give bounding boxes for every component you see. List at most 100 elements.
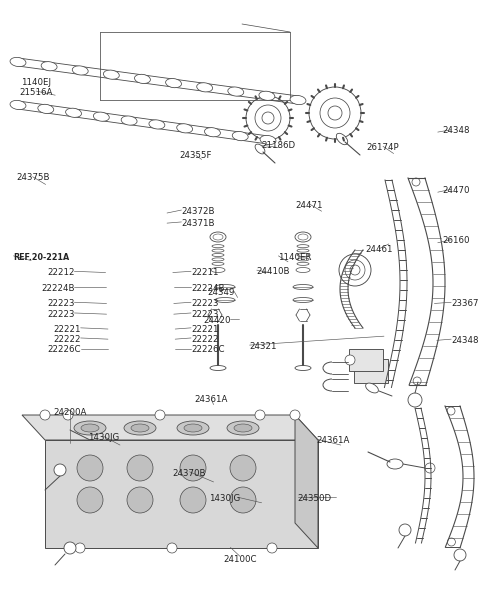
Circle shape xyxy=(155,410,165,420)
Ellipse shape xyxy=(297,253,309,256)
Ellipse shape xyxy=(215,284,235,290)
Ellipse shape xyxy=(293,284,313,290)
Ellipse shape xyxy=(232,131,248,140)
Circle shape xyxy=(127,455,153,481)
Circle shape xyxy=(412,178,420,186)
Ellipse shape xyxy=(121,116,137,125)
Text: 24348: 24348 xyxy=(442,126,470,136)
Ellipse shape xyxy=(177,124,192,133)
Text: 24361A: 24361A xyxy=(194,395,228,405)
Text: 22222: 22222 xyxy=(53,334,81,344)
Circle shape xyxy=(290,410,300,420)
Text: 22223: 22223 xyxy=(47,309,74,319)
Circle shape xyxy=(63,410,73,420)
Text: 26174P: 26174P xyxy=(367,143,399,152)
Ellipse shape xyxy=(295,232,311,242)
Text: 24461: 24461 xyxy=(365,245,393,255)
Circle shape xyxy=(127,487,153,513)
Circle shape xyxy=(345,355,355,365)
Ellipse shape xyxy=(38,104,54,114)
Ellipse shape xyxy=(295,365,311,371)
Ellipse shape xyxy=(10,57,26,67)
Text: 1140EJ: 1140EJ xyxy=(21,77,51,87)
Ellipse shape xyxy=(41,62,57,71)
Ellipse shape xyxy=(212,249,224,252)
Text: 22221: 22221 xyxy=(53,324,81,334)
Ellipse shape xyxy=(210,232,226,242)
Ellipse shape xyxy=(197,83,213,92)
Ellipse shape xyxy=(290,95,306,105)
Circle shape xyxy=(54,464,66,476)
Polygon shape xyxy=(45,440,318,548)
Ellipse shape xyxy=(124,421,156,435)
Ellipse shape xyxy=(212,258,224,261)
Text: 22223: 22223 xyxy=(47,299,74,308)
Text: 24471: 24471 xyxy=(296,201,324,210)
Ellipse shape xyxy=(336,133,348,145)
Ellipse shape xyxy=(297,258,309,261)
Ellipse shape xyxy=(298,234,308,240)
Circle shape xyxy=(180,455,206,481)
Circle shape xyxy=(77,487,103,513)
Text: 24350D: 24350D xyxy=(298,494,332,503)
Text: 24370B: 24370B xyxy=(173,468,206,478)
Circle shape xyxy=(447,407,455,415)
Circle shape xyxy=(40,410,50,420)
Ellipse shape xyxy=(212,253,224,256)
Circle shape xyxy=(75,543,85,553)
Text: 1430JG: 1430JG xyxy=(87,433,119,442)
Ellipse shape xyxy=(177,421,209,435)
Text: 24410B: 24410B xyxy=(257,267,290,276)
Polygon shape xyxy=(295,415,318,548)
Circle shape xyxy=(328,106,342,120)
Ellipse shape xyxy=(210,365,226,371)
Ellipse shape xyxy=(260,136,276,145)
Circle shape xyxy=(262,112,274,124)
Text: 24348: 24348 xyxy=(452,336,480,345)
Polygon shape xyxy=(22,415,318,440)
Text: 24470: 24470 xyxy=(442,186,470,195)
Circle shape xyxy=(413,377,421,385)
Ellipse shape xyxy=(293,298,313,302)
Ellipse shape xyxy=(211,268,225,273)
Text: 24355F: 24355F xyxy=(180,151,212,161)
Circle shape xyxy=(408,393,422,407)
Text: 22224B: 22224B xyxy=(191,284,225,293)
Circle shape xyxy=(255,105,281,131)
Text: 24372B: 24372B xyxy=(181,206,215,216)
Ellipse shape xyxy=(213,234,223,240)
Text: 22211: 22211 xyxy=(191,268,218,277)
Text: 22226C: 22226C xyxy=(191,345,225,355)
Text: 24420: 24420 xyxy=(203,315,230,325)
Circle shape xyxy=(77,455,103,481)
Text: 23367: 23367 xyxy=(452,299,480,308)
Circle shape xyxy=(167,543,177,553)
Circle shape xyxy=(180,487,206,513)
Ellipse shape xyxy=(134,74,150,83)
Circle shape xyxy=(447,538,456,546)
Circle shape xyxy=(345,260,365,280)
Text: 24349: 24349 xyxy=(207,288,234,298)
Ellipse shape xyxy=(72,66,88,75)
Ellipse shape xyxy=(74,421,106,435)
Text: 22212: 22212 xyxy=(47,268,74,277)
Ellipse shape xyxy=(227,421,259,435)
Text: 1140ER: 1140ER xyxy=(278,252,312,262)
Ellipse shape xyxy=(297,262,309,265)
Ellipse shape xyxy=(131,424,149,432)
Ellipse shape xyxy=(255,144,265,154)
Text: 24100C: 24100C xyxy=(223,555,257,564)
Ellipse shape xyxy=(215,298,235,302)
Ellipse shape xyxy=(297,245,309,248)
Circle shape xyxy=(230,455,256,481)
Circle shape xyxy=(230,487,256,513)
Ellipse shape xyxy=(66,108,82,117)
Text: 22221: 22221 xyxy=(191,324,218,334)
Ellipse shape xyxy=(212,262,224,265)
Ellipse shape xyxy=(297,249,309,252)
Text: 21516A: 21516A xyxy=(19,87,53,97)
Circle shape xyxy=(255,410,265,420)
Text: REF.20-221A: REF.20-221A xyxy=(13,252,70,262)
Text: 1430JG: 1430JG xyxy=(209,494,240,503)
Circle shape xyxy=(320,98,350,128)
